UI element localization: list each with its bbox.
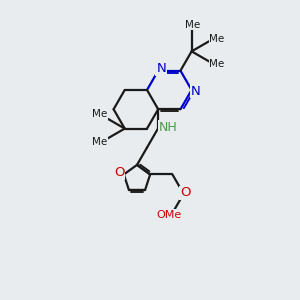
Text: OMe: OMe bbox=[157, 210, 182, 220]
Text: Me: Me bbox=[92, 137, 108, 147]
Text: O: O bbox=[114, 167, 124, 179]
Text: Me: Me bbox=[209, 59, 224, 69]
Text: N: N bbox=[156, 62, 166, 75]
Text: N: N bbox=[190, 85, 200, 98]
Text: Me: Me bbox=[209, 34, 224, 44]
Text: Me: Me bbox=[92, 110, 108, 119]
Text: O: O bbox=[180, 186, 190, 200]
Text: NH: NH bbox=[158, 121, 177, 134]
Text: Me: Me bbox=[184, 20, 200, 30]
